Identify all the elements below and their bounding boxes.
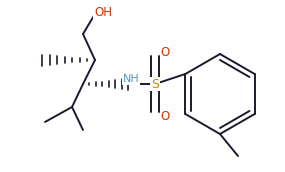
- Text: O: O: [160, 110, 170, 122]
- Text: OH: OH: [94, 6, 112, 19]
- Text: O: O: [160, 46, 170, 58]
- Text: S: S: [151, 78, 159, 90]
- Text: NH: NH: [123, 74, 139, 84]
